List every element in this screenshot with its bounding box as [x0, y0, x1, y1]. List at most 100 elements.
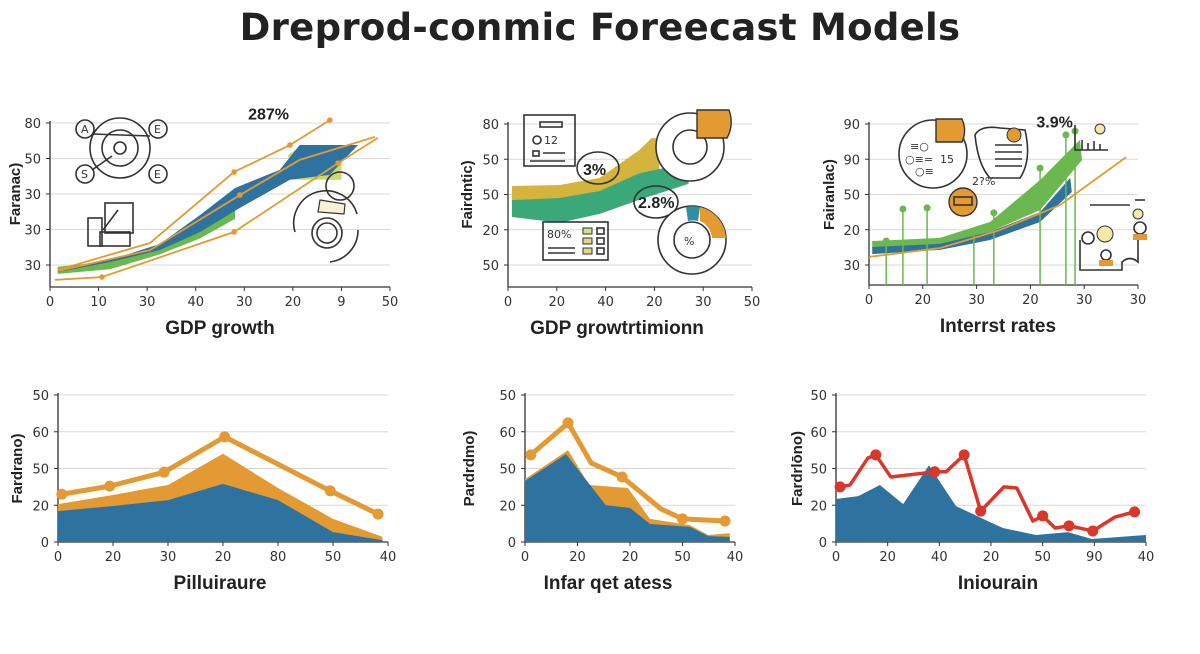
x-tick-label: 40: [187, 295, 204, 310]
y-tick-label: 0: [41, 536, 49, 551]
y-axis-label: Pardrdmo): [461, 431, 478, 507]
y-tick-label: 20: [482, 224, 499, 239]
y-tick-label: 30: [24, 259, 41, 274]
x-tick-label: 20: [105, 550, 122, 565]
series-marker: [1129, 506, 1141, 518]
x-tick-label: 20: [646, 295, 663, 310]
series-marker: [324, 485, 336, 497]
x-tick-label: 20: [915, 293, 932, 308]
x-tick-label: 20: [285, 295, 302, 310]
y-axis-label: Fardrano): [9, 433, 26, 503]
y-tick-label: 60: [32, 426, 49, 441]
x-tick-label: 50: [674, 550, 691, 565]
series-marker: [1063, 520, 1075, 532]
mini-bar-chart-icon: [1074, 123, 1108, 151]
x-axis-label: Interrst rates: [940, 316, 1056, 337]
series-marker: [326, 117, 333, 123]
stem-point: [1062, 131, 1070, 139]
series-marker: [219, 431, 231, 443]
page-title: Dreprod-conmic Foreecast Models: [239, 6, 961, 49]
series-marker: [104, 480, 116, 492]
x-tick-label: 40: [931, 550, 948, 565]
x-tick-label: 30: [1130, 293, 1147, 308]
stem-point: [1036, 164, 1044, 172]
y-tick-label: 50: [810, 389, 827, 404]
svg-text:≡○: ≡○: [910, 140, 929, 153]
report-document-icon: 12: [523, 114, 576, 167]
y-axis-label: Faranac): [7, 163, 24, 226]
donut-pie-icon: [655, 109, 732, 182]
area-band: [58, 483, 383, 542]
x-tick-label: 30: [695, 295, 712, 310]
y-tick-label: 50: [499, 463, 516, 478]
legend-panel-icon: 80%: [542, 221, 609, 261]
series-marker: [870, 449, 882, 461]
series-marker: [372, 508, 384, 520]
y-tick-label: 50: [810, 463, 827, 478]
chart-1: 30 30 30 50 80 0 10 30 40 30 20 9 50 GDP growth Farana…: [7, 106, 398, 339]
svg-text:%: %: [684, 235, 694, 248]
x-tick-label: 30: [139, 295, 156, 310]
svg-text:2.8%: 2.8%: [638, 195, 674, 212]
y-tick-label: 0: [508, 536, 516, 551]
x-tick-label: 40: [727, 550, 744, 565]
x-tick-label: 0: [832, 550, 840, 565]
x-tick-label: 40: [597, 295, 614, 310]
y-tick-label: 20: [499, 499, 516, 514]
x-tick-label: 30: [236, 295, 253, 310]
x-tick-label: 0: [504, 295, 512, 310]
series-marker: [237, 192, 243, 198]
chart-4: 0 20 50 60 50 0 20 30 20 80 50 40 Pilluiraure Fardran…: [9, 389, 396, 594]
y-tick-label: 30: [843, 259, 860, 274]
x-tick-label: 0: [46, 295, 54, 310]
series-marker: [834, 481, 846, 493]
series-marker: [335, 160, 341, 166]
x-tick-label: 20: [569, 550, 586, 565]
series-marker: [677, 513, 688, 525]
area-band: [511, 162, 689, 223]
x-tick-label: 10: [90, 295, 107, 310]
x-tick-label: 0: [865, 293, 873, 308]
chart-6: 0 20 50 60 50 0 20 40 20 50 90 40 Iniourain Fardrlōno…: [789, 389, 1154, 594]
x-axis-label: Iniourain: [958, 573, 1038, 594]
x-tick-label: 50: [325, 550, 342, 565]
person-gauge-icon: [292, 171, 359, 263]
series-marker: [1087, 525, 1099, 537]
x-tick-label: 9: [337, 295, 345, 310]
y-tick-label: 50: [482, 259, 499, 274]
clipboard-clock-icon: [974, 126, 1029, 179]
series-marker: [1037, 510, 1049, 522]
y-tick-label: 90: [843, 153, 860, 168]
y-tick-label: 30: [24, 224, 41, 239]
speech-bubble-2-8-percent: 2.8%: [633, 185, 679, 219]
x-tick-label: 90: [1086, 550, 1103, 565]
svg-text:80%: 80%: [547, 228, 571, 241]
x-tick-label: 40: [380, 550, 397, 565]
series-line: [61, 434, 380, 517]
y-tick-label: 60: [499, 426, 516, 441]
x-tick-label: 50: [744, 295, 761, 310]
x-tick-label: 20: [879, 550, 896, 565]
series-marker: [719, 515, 731, 527]
area-band: [836, 465, 1146, 542]
y-tick-label: 50: [482, 153, 499, 168]
y-tick-label: 60: [810, 426, 827, 441]
series-marker: [562, 417, 574, 429]
y-tick-label: 80: [24, 117, 41, 132]
series-marker: [616, 471, 628, 483]
coins-icon: [948, 187, 978, 217]
y-tick-label: 20: [843, 224, 860, 239]
annotation-label: 287%: [248, 106, 289, 123]
y-tick-label: 50: [32, 389, 49, 404]
x-tick-label: 20: [1022, 293, 1039, 308]
target-icon: A E S E: [75, 117, 168, 184]
series-marker: [975, 505, 987, 517]
x-axis-label: Pilluiraure: [174, 573, 267, 594]
svg-text:E: E: [154, 168, 161, 181]
area-band: [511, 138, 660, 204]
series-marker: [158, 466, 170, 478]
chart-5: 0 20 50 60 50 0 20 20 50 40 Infar qet atess Pardrdm…: [461, 389, 743, 594]
svg-text:○≡: ○≡: [915, 165, 934, 178]
svg-text:3%: 3%: [583, 162, 606, 179]
